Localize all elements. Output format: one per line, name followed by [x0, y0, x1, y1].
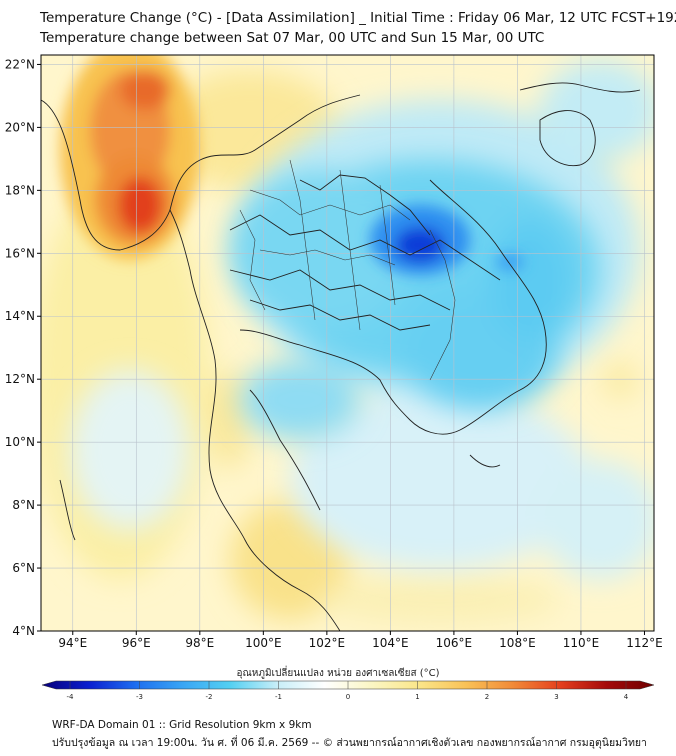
lon-tick-label: 100°E [245, 636, 282, 650]
lon-tick-label: 110°E [563, 636, 600, 650]
lon-tick-label: 106°E [436, 636, 473, 650]
footer-grid-info: WRF-DA Domain 01 :: Grid Resolution 9km … [52, 719, 312, 731]
lat-tick-label: 16°N [5, 246, 35, 260]
province-borders [239, 159, 456, 381]
colorbar-ticks: -4 -3 -2 -1 0 1 2 3 4 [67, 681, 629, 701]
colorbar-tick-label: 4 [624, 693, 629, 701]
lon-tick-label: 98°E [185, 636, 214, 650]
footer-credit: ปรับปรุงข้อมูล ณ เวลา 19:00น. วัน ศ. ที่… [52, 737, 647, 749]
map-field [41, 55, 654, 631]
lat-tick-label: 6°N [12, 561, 35, 575]
colorbar-tick-label: -2 [206, 693, 213, 701]
lat-tick-label: 10°N [5, 435, 35, 449]
graticule [41, 55, 654, 631]
colorbar-tick-label: 3 [554, 693, 558, 701]
strongest-warming-core [60, 55, 200, 260]
longitude-axis: 94°E 96°E 98°E 100°E 102°E 104°E 106°E 108°E 110… [58, 631, 663, 650]
map-title: Temperature Change (°C) - [Data Assimila… [40, 10, 676, 26]
lat-tick-label: 18°N [5, 183, 35, 197]
lat-tick-label: 4°N [12, 624, 35, 638]
map-frame [40, 54, 655, 632]
colorbar-tick-label: -4 [67, 693, 75, 701]
colorbar-label: อุณหภูมิเปลี่ยนแปลง หน่วย องศาเซลเซียส (… [236, 668, 440, 679]
lat-tick-label: 12°N [5, 372, 35, 386]
lon-tick-label: 112°E [626, 636, 663, 650]
lon-tick-label: 108°E [499, 636, 536, 650]
map-subtitle: Temperature change between Sat 07 Mar, 0… [40, 30, 545, 46]
lon-tick-label: 96°E [122, 636, 151, 650]
lon-tick-label: 104°E [372, 636, 409, 650]
colorbar-tick-label: 1 [415, 693, 419, 701]
lat-tick-label: 14°N [5, 309, 35, 323]
colorbar-tick-label: -1 [275, 693, 282, 701]
lat-tick-label: 20°N [5, 120, 35, 134]
colorbar-tick-label: 0 [346, 693, 350, 701]
lon-tick-label: 102°E [309, 636, 346, 650]
latitude-axis: 22°N 20°N 18°N 16°N 14°N 12°N 10°N 8°N 6°N 4°N [5, 57, 41, 638]
colorbar: -4 -3 -2 -1 0 1 2 3 4 [41, 680, 655, 701]
lat-tick-label: 8°N [12, 498, 35, 512]
colorbar-tick-label: -3 [136, 693, 143, 701]
coastlines-and-borders [41, 82, 641, 631]
lat-tick-label: 22°N [5, 57, 35, 71]
lon-tick-label: 94°E [58, 636, 87, 650]
colorbar-tick-label: 2 [485, 693, 489, 701]
